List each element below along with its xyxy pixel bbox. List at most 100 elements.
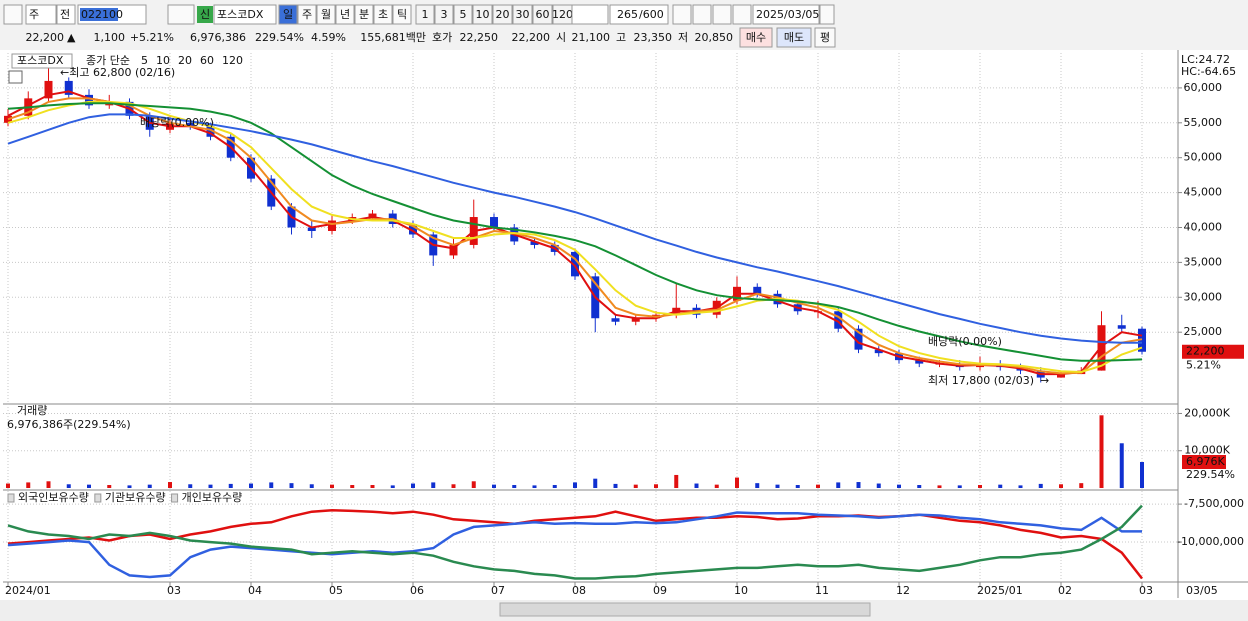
tool-button[interactable]	[672, 4, 692, 25]
ma-period: 5	[141, 54, 148, 67]
y-tick-label: 50,000	[1184, 151, 1223, 164]
avg[interactable]: 평	[820, 31, 830, 44]
volume-bar	[228, 483, 233, 488]
count[interactable]: 120	[552, 8, 573, 21]
volume-bar	[512, 485, 517, 488]
count[interactable]: 5	[460, 8, 467, 21]
count[interactable]: 20	[496, 8, 510, 21]
candle-body	[64, 80, 73, 95]
sell[interactable]: 매도	[784, 31, 804, 44]
volume-bar	[573, 482, 577, 488]
count[interactable]: 60	[536, 8, 550, 21]
buy[interactable]: 매수	[746, 31, 766, 44]
high-note: ←최고 62,800 (02/16)	[60, 66, 175, 79]
sound-button[interactable]	[167, 4, 195, 25]
quote-high: 23,350	[634, 31, 673, 44]
period-button[interactable]	[278, 4, 298, 25]
volume-bar	[1079, 483, 1084, 488]
count[interactable]: 10	[476, 8, 490, 21]
quote-turnover: 4.59%	[311, 31, 346, 44]
quote-volume: 6,976,386	[190, 31, 246, 44]
sell-button[interactable]	[776, 27, 812, 48]
legend-icon	[94, 493, 102, 503]
quote-amount: 155,681백만	[360, 31, 426, 44]
candle-body	[834, 311, 843, 329]
x-tick-label: 10	[734, 584, 748, 597]
volume-bar	[593, 478, 598, 488]
market: 주	[29, 8, 39, 21]
prev-button[interactable]	[56, 4, 76, 25]
scroll-thumb[interactable]	[499, 602, 871, 617]
range-field[interactable]	[609, 4, 669, 25]
count[interactable]: 30	[516, 8, 530, 21]
candle-body	[530, 241, 539, 245]
volume-title: 거래량	[17, 404, 47, 417]
period-button[interactable]	[297, 4, 317, 25]
count[interactable]: 3	[441, 8, 448, 21]
period[interactable]: 주	[302, 8, 312, 21]
period[interactable]: 년	[340, 8, 350, 21]
x-tick-label: 2024/01	[5, 584, 51, 597]
count-button[interactable]	[453, 4, 473, 25]
tool-button[interactable]	[712, 4, 732, 25]
buy-button[interactable]	[739, 27, 773, 48]
period[interactable]: 틱	[397, 8, 407, 21]
market-select[interactable]	[25, 4, 57, 25]
volume-bar	[87, 484, 91, 488]
legend-label: 외국인보유수량	[18, 491, 89, 504]
candle-body	[571, 251, 579, 277]
quote-rate: +5.21%	[130, 31, 174, 44]
count[interactable]: 1	[422, 8, 429, 21]
panel-icon	[8, 70, 23, 84]
period[interactable]: 월	[321, 8, 331, 21]
stock-code[interactable]: 022100	[81, 8, 123, 21]
credit-badge	[197, 6, 213, 23]
code-highlight	[80, 8, 118, 21]
count-button[interactable]	[415, 4, 435, 25]
y-tick-label: 25,000	[1184, 325, 1223, 338]
period[interactable]: 초	[378, 8, 388, 21]
prev: 전	[60, 8, 70, 21]
name-field[interactable]	[213, 4, 277, 25]
x-tick-label: 09	[653, 584, 667, 597]
volume-bar	[390, 485, 395, 488]
period-button[interactable]	[392, 4, 412, 25]
count-button[interactable]	[532, 4, 553, 25]
period[interactable]: 분	[359, 8, 369, 21]
volume-bar	[552, 485, 557, 488]
y-tick-label: -10,000,000	[1177, 535, 1244, 548]
count-button[interactable]	[512, 4, 533, 25]
menu-button[interactable]	[3, 4, 23, 25]
period-button[interactable]	[354, 4, 374, 25]
x-tick-label: 03	[1139, 584, 1153, 597]
x-tick-label: 02	[1058, 584, 1072, 597]
candle-body	[409, 224, 417, 235]
tool-button[interactable]	[692, 4, 712, 25]
calendar-button[interactable]	[819, 4, 835, 25]
period-button[interactable]	[316, 4, 336, 25]
ma-period: 120	[222, 54, 243, 67]
period-button[interactable]	[373, 4, 393, 25]
count-button[interactable]	[434, 4, 454, 25]
period-button[interactable]	[335, 4, 355, 25]
x-tick-label: 06	[410, 584, 424, 597]
count-button[interactable]	[472, 4, 493, 25]
count-button[interactable]	[492, 4, 513, 25]
quote-ask: 22,250	[460, 31, 499, 44]
volume-bar	[836, 482, 841, 488]
y-tick-label: 55,000	[1184, 116, 1223, 129]
avg-button[interactable]	[814, 27, 836, 48]
stock-name: 포스코DX	[217, 8, 264, 21]
legend-icon	[171, 493, 179, 503]
tool-button[interactable]	[732, 4, 752, 25]
volume-bar	[816, 484, 820, 488]
volume-bar	[654, 484, 658, 488]
holding-line	[7, 511, 1142, 579]
count-select[interactable]	[571, 4, 609, 25]
last-volume: 6,976K	[1186, 455, 1225, 468]
last-price: 22,200	[1186, 345, 1225, 358]
lc: LC:24.72	[1181, 53, 1230, 66]
volume-bar	[6, 483, 10, 488]
date-field[interactable]	[752, 4, 820, 25]
period[interactable]: 일	[283, 7, 293, 21]
